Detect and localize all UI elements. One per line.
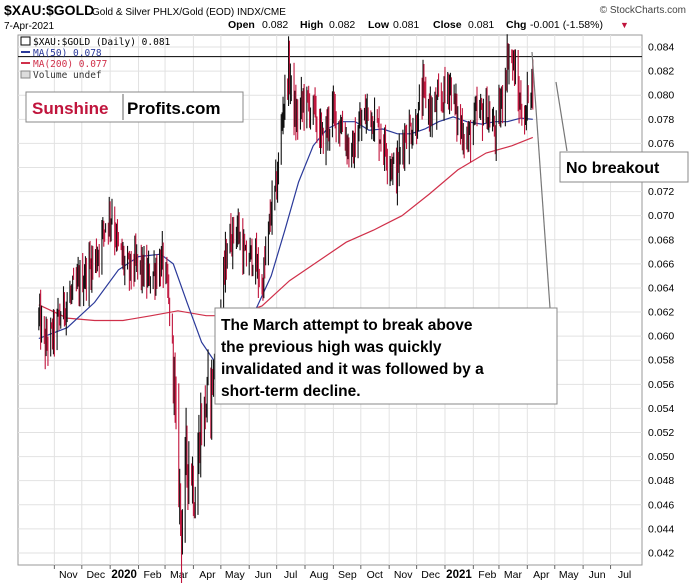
x-tick-label: Jul [618,569,631,581]
high-label: High [300,19,323,31]
y-tick-label: 0.056 [648,379,674,391]
y-tick-label: 0.070 [648,210,674,222]
x-tick-label: Apr [199,569,216,581]
x-tick-label: Nov [59,569,78,581]
logo-box [25,91,244,123]
open-label: Open [228,19,255,31]
y-tick-label: 0.084 [648,42,674,54]
main-series-swatch [20,36,31,46]
logo-profits: Profits.com [127,99,221,118]
close-label: Close [433,19,462,31]
ma200-line [38,136,534,322]
close-value: 0.081 [468,19,494,31]
logo-sunshine: Sunshine [32,99,109,118]
plot-area [17,34,643,566]
x-tick-label: Jun [589,569,606,581]
x-tick-label: May [225,569,246,581]
legend-ma50: MA(50) 0.078 [33,48,102,59]
chart-date: 7-Apr-2021 [4,21,54,32]
y-tick-label: 0.064 [648,282,674,294]
y-tick-label: 0.048 [648,475,674,487]
march-attempt-box [214,307,558,405]
x-tick-label: 2020 [111,569,137,581]
legend-ma200: MA(200) 0.077 [33,59,107,70]
y-tick-label: 0.046 [648,499,674,511]
y-tick-label: 0.044 [648,523,674,535]
high-value: 0.082 [329,19,355,31]
x-tick-label: Sep [338,569,357,581]
x-axis: Nov Dec 2020 Feb Mar Apr May Jun Jul Aug Sep Oct Nov… [53,565,631,581]
no-breakout-box [559,151,689,183]
y-tick-label: 0.052 [648,427,674,439]
volume-swatch [20,70,31,79]
y-axis: 0.042 0.044 0.046 0.048 0.050 0.052 0.054 0.056… [648,42,674,560]
x-tick-label: 2021 [446,569,472,581]
march-attempt-line-1: The March attempt to break above [221,317,473,334]
open-value: 0.082 [262,19,288,31]
y-tick-label: 0.054 [648,403,674,415]
chg-label: Chg [506,19,526,31]
down-arrow-icon: ▼ [620,20,629,30]
march-attempt-line-3: invalidated and it was followed by a [221,361,484,378]
x-tick-label: Oct [367,569,383,581]
price-bars [38,34,534,583]
x-tick-label: Nov [394,569,413,581]
march-attempt-annotation: The March attempt to break above the pre… [214,51,558,405]
chart-description: Gold & Silver PHLX/Gold (EOD) INDX/CME [92,7,286,18]
x-tick-label: Jun [255,569,272,581]
chart-legend: $XAU:$GOLD (Daily) 0.081 MA(50) 0.078 MA… [20,36,171,81]
x-tick-label: Mar [504,569,523,581]
x-tick-label: May [559,569,580,581]
low-label: Low [368,19,390,31]
no-breakout-pointer [555,81,568,152]
chart-symbol: $XAU:$GOLD [4,2,94,18]
x-tick-label: Aug [310,569,329,581]
ohlc-readout: Open 0.082 High 0.082 Low 0.081 Close 0.… [228,19,629,31]
x-tick-label: Apr [533,569,550,581]
no-breakout-text: No breakout [566,160,660,177]
y-tick-label: 0.066 [648,258,674,270]
legend-main: $XAU:$GOLD (Daily) 0.081 [33,37,171,48]
y-tick-label: 0.078 [648,114,674,126]
y-tick-label: 0.076 [648,138,674,150]
march-attempt-line-4: short-term decline. [221,383,361,400]
x-tick-label: Dec [421,569,440,581]
y-tick-label: 0.080 [648,90,674,102]
x-tick-label: Jul [284,569,297,581]
x-tick-label: Feb [478,569,496,581]
x-tick-label: Feb [143,569,161,581]
chg-value: -0.001 (-1.58%) [530,19,603,31]
sunshine-profits-logo: Sunshine Profits.com [25,91,244,123]
stockcharts-credit: © StockCharts.com [600,5,686,16]
legend-volume: Volume undef [33,70,102,81]
y-tick-label: 0.058 [648,355,674,367]
y-tick-label: 0.042 [648,547,674,559]
y-tick-label: 0.068 [648,234,674,246]
y-tick-label: 0.050 [648,451,674,463]
y-tick-label: 0.082 [648,66,674,78]
y-tick-label: 0.072 [648,186,674,198]
x-tick-label: Mar [170,569,189,581]
y-tick-label: 0.062 [648,307,674,319]
march-attempt-line-2: the previous high was quickly [221,339,442,356]
x-tick-label: Dec [86,569,105,581]
march-attempt-pointer [531,51,551,309]
no-breakout-annotation: No breakout [555,81,689,183]
low-value: 0.081 [393,19,419,31]
y-tick-label: 0.060 [648,331,674,343]
